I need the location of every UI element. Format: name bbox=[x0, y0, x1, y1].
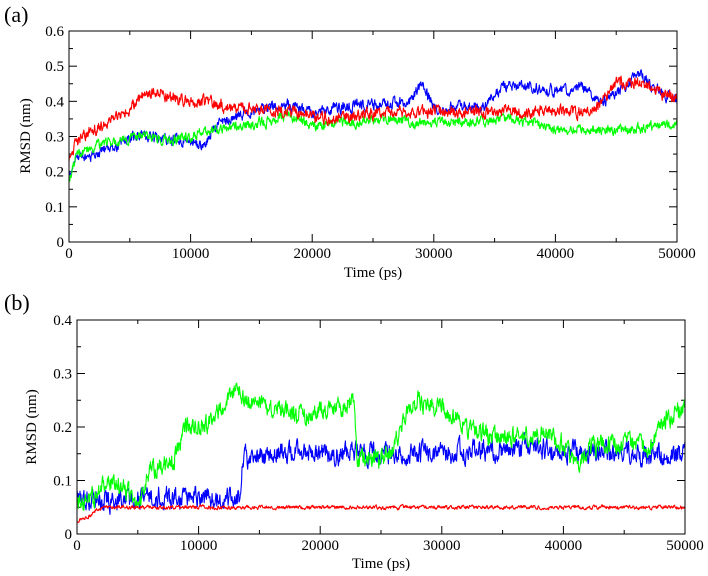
panel-b: (b) 0 10000 20000 30000 40000 50000 0 0.1 0.2 0.3… bbox=[4, 290, 704, 572]
panel-a-series bbox=[68, 69, 678, 183]
panel-b-y-tick-label: 0.2 bbox=[53, 420, 72, 436]
panel-a-y-tick-label: 0.1 bbox=[45, 200, 64, 216]
panel-a-y-tick-label: 0.6 bbox=[45, 24, 64, 40]
panel-b-x-axis-label: Time (ps) bbox=[352, 556, 410, 572]
panel-a-frame bbox=[68, 30, 678, 243]
panel-a-x-axis-label: Time (ps) bbox=[344, 265, 402, 281]
panel-a-y-axis-label: RMSD (nm) bbox=[18, 98, 34, 173]
panel-b-y-axis-label: RMSD (nm) bbox=[24, 389, 40, 464]
panel-a-y-tick-label: 0.5 bbox=[45, 59, 64, 75]
panel-b-x-tick-label: 40000 bbox=[545, 538, 583, 554]
panel-b-x-tick-label: 30000 bbox=[423, 538, 461, 554]
panel-a-y-tick-label: 0.4 bbox=[45, 94, 64, 110]
panel-b-x-tick-label: 50000 bbox=[666, 538, 704, 554]
panel-a-x-tick-label: 40000 bbox=[537, 246, 575, 262]
panel-b-y-tick-label: 0.4 bbox=[53, 313, 72, 329]
panel-b-frame bbox=[76, 319, 686, 535]
panel-a-x-tick-label: 50000 bbox=[658, 246, 696, 262]
panel-b-blue-series-line bbox=[76, 432, 686, 515]
panel-a-x-tick-label: 0 bbox=[65, 246, 73, 262]
panel-b-y-tick-label: 0 bbox=[65, 527, 73, 543]
panel-b-series bbox=[76, 382, 686, 523]
panel-a-red-series-line bbox=[68, 75, 678, 162]
panel-a-y-tick-label: 0 bbox=[57, 235, 65, 251]
panel-a-ticks: 0 10000 20000 30000 40000 50000 0 0.1 0.2 0.3 0.4 0… bbox=[45, 24, 696, 262]
panel-b-x-tick-label: 20000 bbox=[301, 538, 339, 554]
panel-b-x-tick-label: 0 bbox=[73, 538, 81, 554]
panel-a-x-tick-label: 10000 bbox=[172, 246, 210, 262]
panel-b-y-tick-label: 0.1 bbox=[53, 474, 72, 490]
panel-a: (a) 0 10000 20000 30000 40000 50000 0 0.1 0.2 0.3… bbox=[4, 2, 696, 281]
panel-b-green-series-line bbox=[76, 382, 686, 511]
panel-a-y-tick-label: 0.3 bbox=[45, 130, 64, 146]
panel-b-label: (b) bbox=[4, 290, 30, 315]
panel-a-blue-series-line bbox=[68, 69, 678, 176]
panel-b-y-tick-label: 0.3 bbox=[53, 367, 72, 383]
panel-a-y-tick-label: 0.2 bbox=[45, 165, 64, 181]
panel-b-ticks: 0 10000 20000 30000 40000 50000 0 0.1 0.2 0.3 0.4 bbox=[53, 313, 704, 554]
panel-a-x-tick-label: 20000 bbox=[293, 246, 331, 262]
panel-a-x-tick-label: 30000 bbox=[415, 246, 453, 262]
panel-b-x-tick-label: 10000 bbox=[180, 538, 218, 554]
panel-a-label: (a) bbox=[4, 2, 28, 27]
panel-b-red-series-line bbox=[76, 503, 686, 523]
